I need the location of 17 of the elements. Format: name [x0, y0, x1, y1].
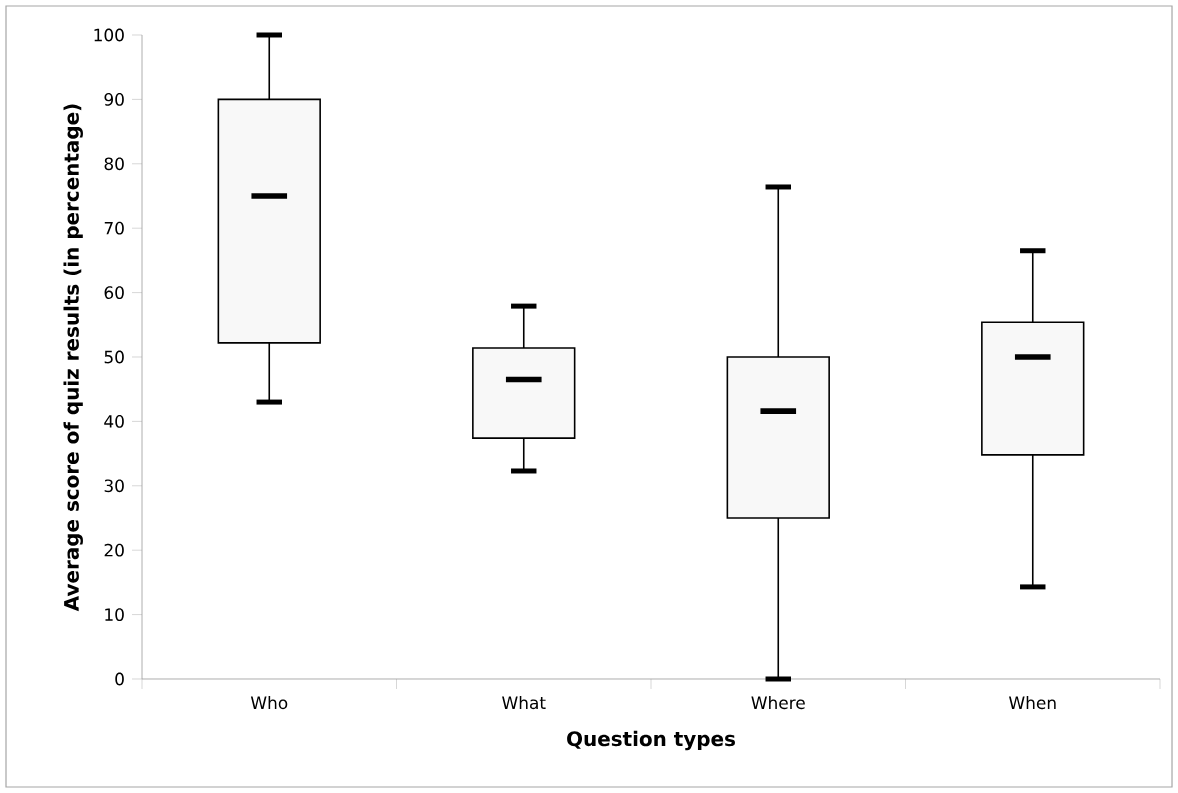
- y-tick-label: 10: [105, 608, 124, 622]
- y-tick-label: 30: [104, 479, 124, 493]
- y-tick-label: 90: [104, 92, 124, 106]
- x-tick-label: When: [1009, 696, 1056, 710]
- y-tick-label: 100: [94, 28, 124, 42]
- y-tick-label: 70: [104, 221, 124, 235]
- x-axis-title: Question types: [567, 730, 735, 751]
- y-tick-label: 50: [104, 350, 124, 364]
- y-tick-label: 40: [104, 415, 124, 428]
- x-tick-label: Who: [250, 696, 288, 710]
- x-tick-label: Where: [751, 696, 805, 710]
- y-axis-title: Average score of quiz results (in percentage): [63, 104, 83, 612]
- y-tick-label: 60: [104, 286, 124, 300]
- x-tick-label: What: [502, 696, 546, 710]
- y-tick-label: 20: [104, 543, 124, 557]
- y-tick-label: 80: [104, 157, 124, 171]
- y-tick-label: 0: [115, 672, 124, 686]
